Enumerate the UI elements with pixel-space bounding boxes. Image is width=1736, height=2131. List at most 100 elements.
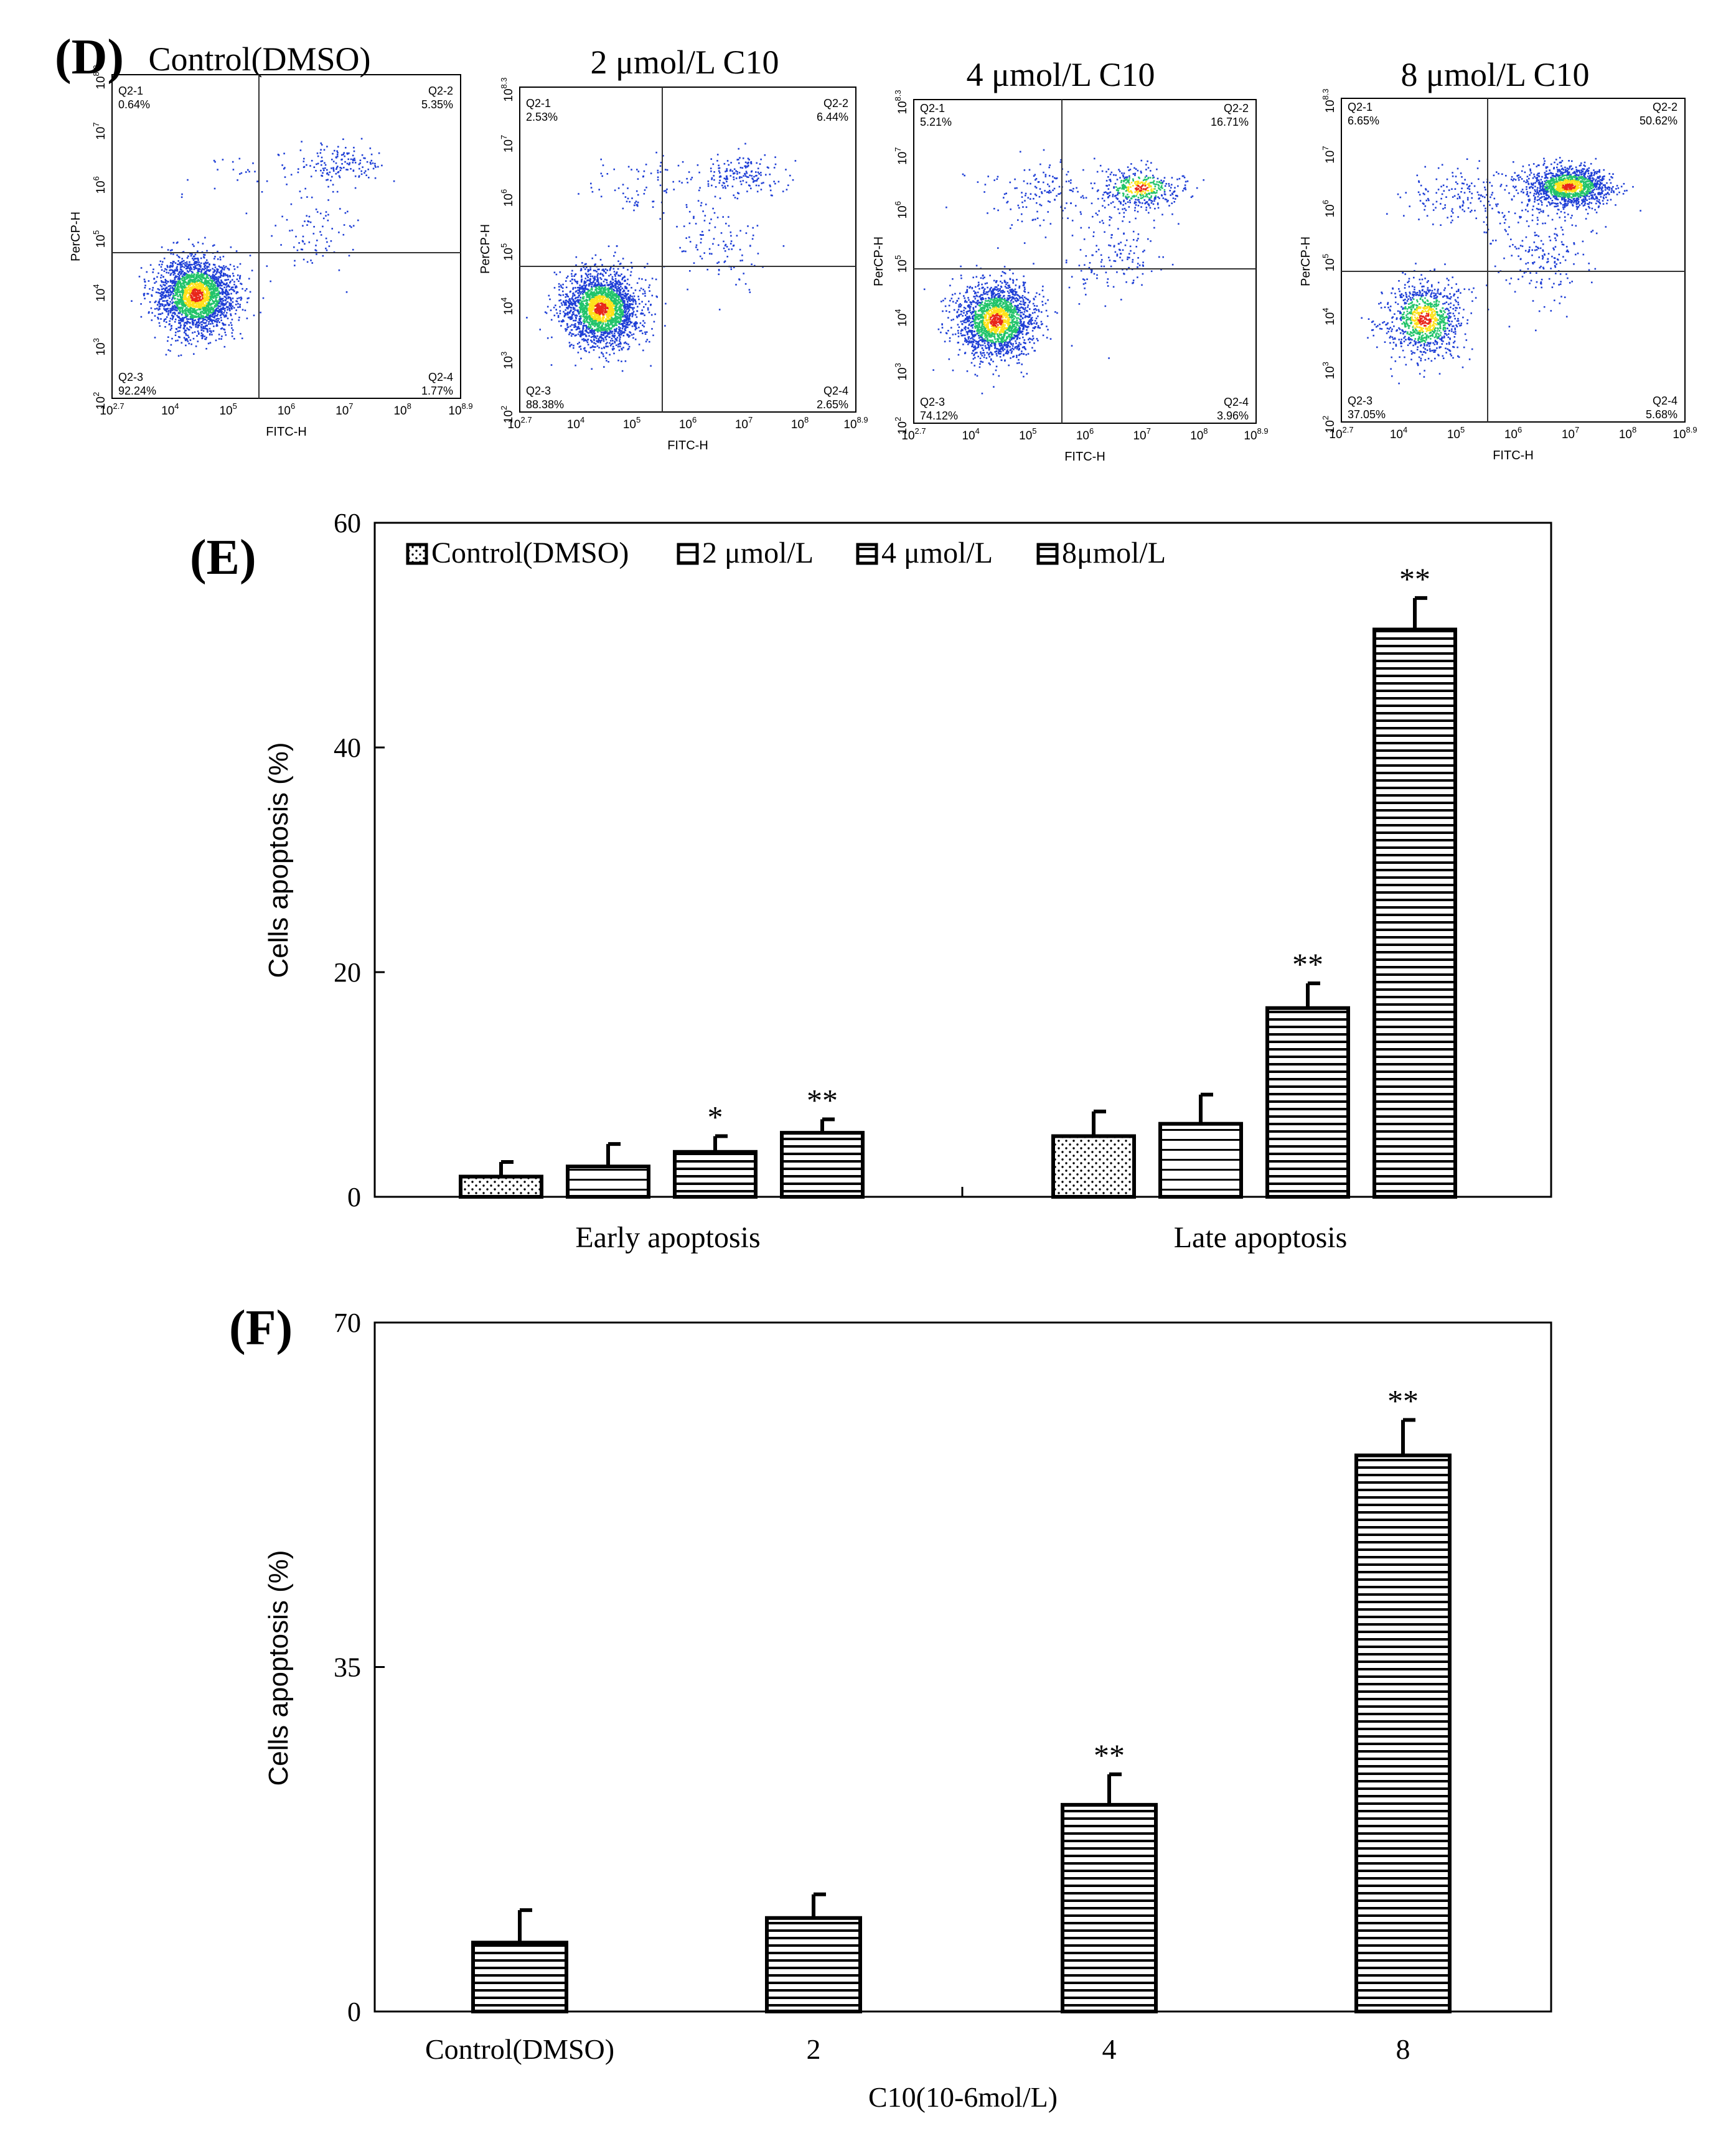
event-dot — [610, 322, 612, 324]
event-dot — [205, 310, 207, 312]
event-dot — [179, 263, 181, 265]
event-dot — [166, 271, 167, 274]
event-dot — [613, 255, 615, 257]
event-dot — [179, 294, 181, 296]
event-dot — [188, 329, 190, 331]
event-dot — [210, 288, 212, 289]
event-dot — [216, 296, 218, 298]
event-dot — [567, 307, 569, 310]
event-dot — [181, 303, 182, 306]
event-dot — [214, 312, 216, 314]
event-dot — [332, 168, 335, 171]
event-dot — [574, 335, 576, 337]
event-dot — [220, 310, 222, 312]
event-dot — [592, 298, 594, 301]
event-dot — [225, 291, 227, 293]
event-dot — [651, 328, 653, 330]
event-dot — [176, 307, 177, 309]
event-dot — [358, 163, 360, 166]
event-dot — [597, 326, 599, 328]
event-dot — [224, 303, 226, 305]
event-dot — [584, 278, 586, 279]
event-dot — [177, 290, 179, 292]
event-dot — [199, 290, 201, 293]
event-dot — [143, 278, 146, 281]
event-dot — [220, 271, 223, 273]
event-dot — [205, 296, 207, 297]
event-dot — [206, 294, 209, 296]
event-dot — [235, 304, 237, 306]
event-dot — [209, 327, 211, 330]
event-dot — [209, 269, 212, 271]
event-dot — [316, 211, 319, 213]
event-dot — [583, 338, 585, 340]
event-dot — [220, 338, 222, 340]
event-dot — [192, 276, 195, 278]
event-dot — [605, 328, 608, 330]
event-dot — [316, 240, 318, 241]
event-dot — [316, 152, 319, 154]
event-dot — [218, 301, 220, 302]
event-dot — [612, 297, 615, 299]
event-dot — [584, 288, 586, 289]
event-dot — [197, 260, 199, 261]
event-dot — [210, 323, 212, 325]
event-dot — [594, 302, 596, 304]
event-dot — [185, 265, 187, 267]
event-dot — [625, 306, 627, 308]
event-dot — [642, 288, 644, 291]
event-dot — [200, 271, 202, 273]
event-dot — [203, 268, 205, 271]
event-dot — [576, 328, 578, 330]
event-dot — [219, 283, 222, 285]
event-dot — [254, 171, 256, 172]
event-dot — [608, 311, 610, 314]
event-dot — [207, 277, 209, 279]
event-dot — [227, 296, 229, 298]
event-dot — [309, 165, 311, 167]
event-dot — [612, 313, 615, 315]
event-dot — [218, 302, 220, 304]
event-dot — [176, 287, 178, 289]
event-dot — [605, 318, 607, 320]
event-dot — [198, 288, 200, 289]
event-dot — [189, 296, 190, 297]
event-dot — [196, 274, 198, 276]
event-dot — [621, 304, 623, 306]
event-dot — [592, 330, 594, 332]
event-dot — [203, 256, 205, 258]
event-dot — [327, 199, 329, 201]
event-dot — [213, 269, 215, 271]
event-dot — [589, 311, 591, 314]
event-dot — [611, 303, 614, 306]
event-dot — [579, 293, 581, 295]
event-dot — [167, 285, 170, 288]
event-dot — [627, 307, 629, 310]
event-dot — [159, 313, 162, 316]
event-dot — [184, 289, 186, 291]
event-dot — [598, 288, 600, 291]
event-dot — [217, 279, 220, 281]
event-dot — [611, 289, 613, 291]
event-dot — [178, 291, 180, 293]
event-dot — [162, 284, 164, 286]
event-dot — [238, 316, 240, 319]
event-dot — [185, 304, 187, 306]
event-dot — [174, 281, 176, 283]
event-dot — [600, 282, 602, 284]
event-dot — [190, 297, 193, 299]
event-dot — [181, 289, 184, 291]
x-tick-label: 108 — [393, 401, 411, 418]
event-dot — [229, 274, 231, 277]
event-dot — [591, 322, 593, 324]
event-dot — [623, 332, 626, 334]
event-dot — [209, 286, 211, 288]
event-dot — [213, 304, 216, 307]
event-dot — [624, 360, 627, 362]
event-dot — [205, 322, 207, 324]
event-dot — [586, 340, 588, 342]
event-dot — [579, 330, 581, 332]
event-dot — [189, 292, 191, 294]
event-dot — [176, 307, 179, 309]
event-dot — [176, 276, 179, 278]
